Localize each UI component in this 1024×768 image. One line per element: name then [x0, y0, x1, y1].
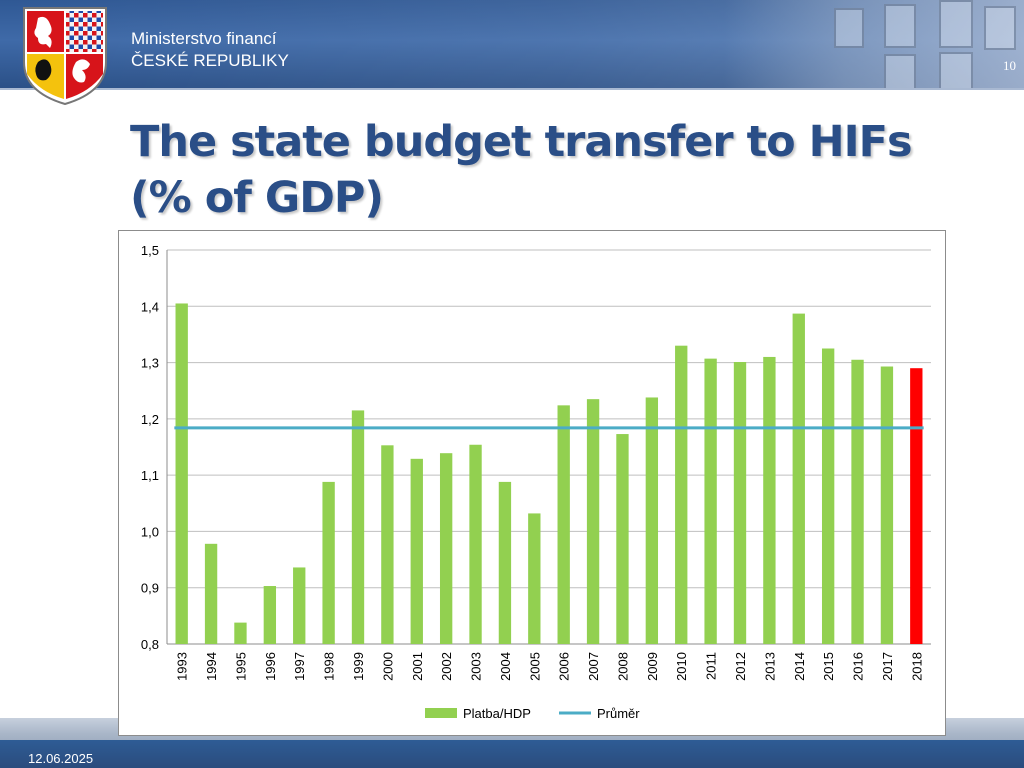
bar: [616, 434, 629, 644]
footer-band: [0, 740, 1024, 768]
x-tick-label: 1995: [233, 652, 248, 681]
bar: [293, 567, 306, 644]
bar: [675, 345, 688, 644]
x-tick-label: 2002: [439, 652, 454, 681]
legend-label-bars: Platba/HDP: [463, 706, 531, 721]
bar: [733, 362, 747, 644]
x-tick-label: 2007: [586, 652, 601, 681]
slide-header: [0, 0, 1024, 90]
x-tick-label: 2006: [557, 652, 572, 681]
legend-swatch-bars: [425, 708, 457, 718]
bar: [586, 399, 600, 644]
x-tick-label: 2011: [704, 652, 719, 680]
x-tick-label: 1999: [351, 652, 366, 681]
x-tick-label: 2018: [909, 652, 924, 681]
x-tick-label: 1993: [175, 652, 190, 681]
bar: [322, 481, 335, 644]
bar: [763, 356, 776, 644]
x-tick-label: 2013: [762, 652, 777, 681]
bar: [910, 368, 923, 644]
chart-area: 0,8 0,9 1,0 1,1 1,2 1,3 1,4 1,5 1993 1994 1995 1996…: [118, 230, 946, 736]
x-tick-label: 1998: [322, 652, 337, 681]
x-tick-label: 2001: [410, 652, 425, 681]
bar: [704, 358, 717, 644]
footer-date: 12.06.2025: [28, 751, 94, 766]
bar: [410, 458, 423, 644]
x-tick-label: 1997: [292, 652, 307, 681]
x-tick-label: 2014: [792, 652, 807, 681]
y-tick-label: 1,5: [141, 243, 159, 258]
y-tick-label: 1,0: [141, 524, 159, 539]
x-tick-label: 1994: [204, 652, 219, 681]
bar: [263, 586, 277, 644]
bar: [528, 513, 541, 644]
x-tick-label: 2009: [645, 652, 660, 681]
bar: [351, 410, 365, 644]
bar: [498, 481, 512, 644]
bar-chart: 0,8 0,9 1,0 1,1 1,2 1,3 1,4 1,5 1993 1994 1995 1996…: [141, 243, 931, 721]
ministry-name-line2: ČESKÉ REPUBLIKY: [131, 51, 289, 70]
slide-title-line2: (% of GDP): [130, 173, 384, 223]
ministry-name: Ministerstvo financí ČESKÉ REPUBLIKY: [131, 28, 289, 72]
x-tick-label: 2003: [469, 652, 484, 681]
x-tick-label: 2008: [615, 652, 630, 681]
header-building-photo: [724, 0, 1024, 90]
x-tick-label: 2004: [498, 652, 513, 681]
czech-coat-of-arms-icon: [23, 7, 107, 106]
y-tick-label: 1,4: [141, 299, 159, 314]
bar: [821, 348, 835, 644]
bar: [439, 453, 453, 644]
y-tick-label: 0,8: [141, 637, 159, 652]
x-tick-label: 1996: [263, 652, 278, 681]
bar: [175, 303, 188, 644]
y-tick-label: 1,1: [141, 468, 159, 483]
y-tick-label: 1,2: [141, 412, 159, 427]
x-tick-label: 2000: [380, 652, 395, 681]
legend-label-average: Průměr: [597, 706, 640, 721]
ministry-name-line1: Ministerstvo financí: [131, 29, 277, 48]
bar: [469, 444, 482, 644]
x-tick-label: 2016: [851, 652, 866, 681]
x-tick-label: 2005: [527, 652, 542, 681]
bar: [234, 622, 247, 644]
x-tick-label: 2017: [880, 652, 895, 681]
bar: [381, 445, 394, 644]
x-tick-label: 2015: [821, 652, 836, 681]
bar: [204, 543, 218, 644]
slide-title-line1: The state budget transfer to HIFs: [130, 117, 913, 167]
bar: [880, 366, 894, 644]
slide-title: The state budget transfer to HIFs (% of …: [130, 114, 913, 226]
bar: [557, 405, 570, 644]
y-tick-label: 0,9: [141, 581, 159, 596]
header-stripe: [0, 88, 1024, 90]
slide-number: 10: [1003, 58, 1016, 73]
x-tick-label: 2010: [674, 652, 689, 681]
bar: [792, 313, 805, 644]
y-tick-label: 1,3: [141, 356, 159, 371]
bar: [645, 397, 659, 644]
x-tick-label: 2012: [733, 652, 748, 681]
bar: [851, 359, 864, 644]
